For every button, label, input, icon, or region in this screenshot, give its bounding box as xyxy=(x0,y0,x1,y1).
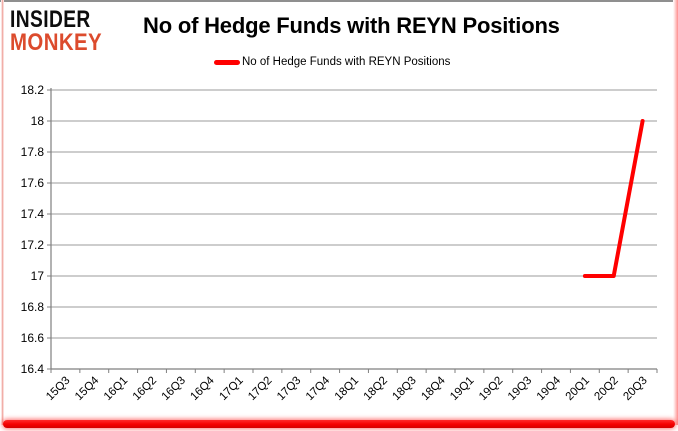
legend: No of Hedge Funds with REYN Positions xyxy=(214,56,450,68)
insider-monkey-logo: INSIDER MONKEY xyxy=(10,6,118,57)
chart-title: No of Hedge Funds with REYN Positions xyxy=(143,13,560,38)
x-tick-label: 19Q1 xyxy=(448,375,476,403)
x-tick-label: 16Q4 xyxy=(188,374,217,403)
x-tick-label: 17Q1 xyxy=(217,375,245,403)
x-tick-label: 19Q4 xyxy=(535,374,564,403)
frame-left-glow xyxy=(1,0,4,425)
bottom-red-bar xyxy=(3,420,675,428)
x-tick-label: 16Q1 xyxy=(102,375,130,403)
y-tick-label: 16.4 xyxy=(21,362,45,376)
x-tick-label: 18Q1 xyxy=(333,375,361,403)
x-tick-label: 17Q2 xyxy=(246,375,274,403)
x-tick-label: 17Q3 xyxy=(275,375,303,403)
frame-right-glow xyxy=(673,0,678,425)
y-tick-label: 16.8 xyxy=(21,300,45,314)
x-tick-label: 16Q3 xyxy=(160,375,188,403)
x-tick-label: 15Q3 xyxy=(44,375,72,403)
y-tick-label: 17 xyxy=(31,269,45,283)
y-tick-label: 18 xyxy=(31,114,45,128)
logo-line-insider: INSIDER xyxy=(10,6,91,33)
y-tick-label: 17.6 xyxy=(21,176,45,190)
y-tick-label: 17.4 xyxy=(21,207,45,221)
x-tick-label: 17Q4 xyxy=(304,374,333,403)
x-tick-label: 19Q3 xyxy=(506,375,534,403)
y-tick-label: 17.2 xyxy=(21,238,45,252)
legend-line-swatch xyxy=(214,59,240,65)
x-tick-label: 20Q1 xyxy=(564,375,592,403)
y-tick-label: 17.8 xyxy=(21,145,45,159)
x-tick-label: 15Q4 xyxy=(73,374,102,403)
x-tick-label: 20Q2 xyxy=(592,375,620,403)
series-line xyxy=(582,119,645,278)
x-tick-label: 18Q3 xyxy=(390,375,418,403)
legend-label: No of Hedge Funds with REYN Positions xyxy=(242,56,451,68)
logo-line-monkey: MONKEY xyxy=(10,29,103,57)
x-tick-label: 16Q2 xyxy=(131,375,159,403)
x-tick-label: 20Q3 xyxy=(621,375,649,403)
y-tick-label: 18.2 xyxy=(21,83,45,97)
x-tick-label: 19Q2 xyxy=(477,375,505,403)
y-tick-label: 16.6 xyxy=(21,331,45,345)
x-tick-label: 18Q2 xyxy=(362,375,390,403)
x-tick-label: 18Q4 xyxy=(419,374,448,403)
